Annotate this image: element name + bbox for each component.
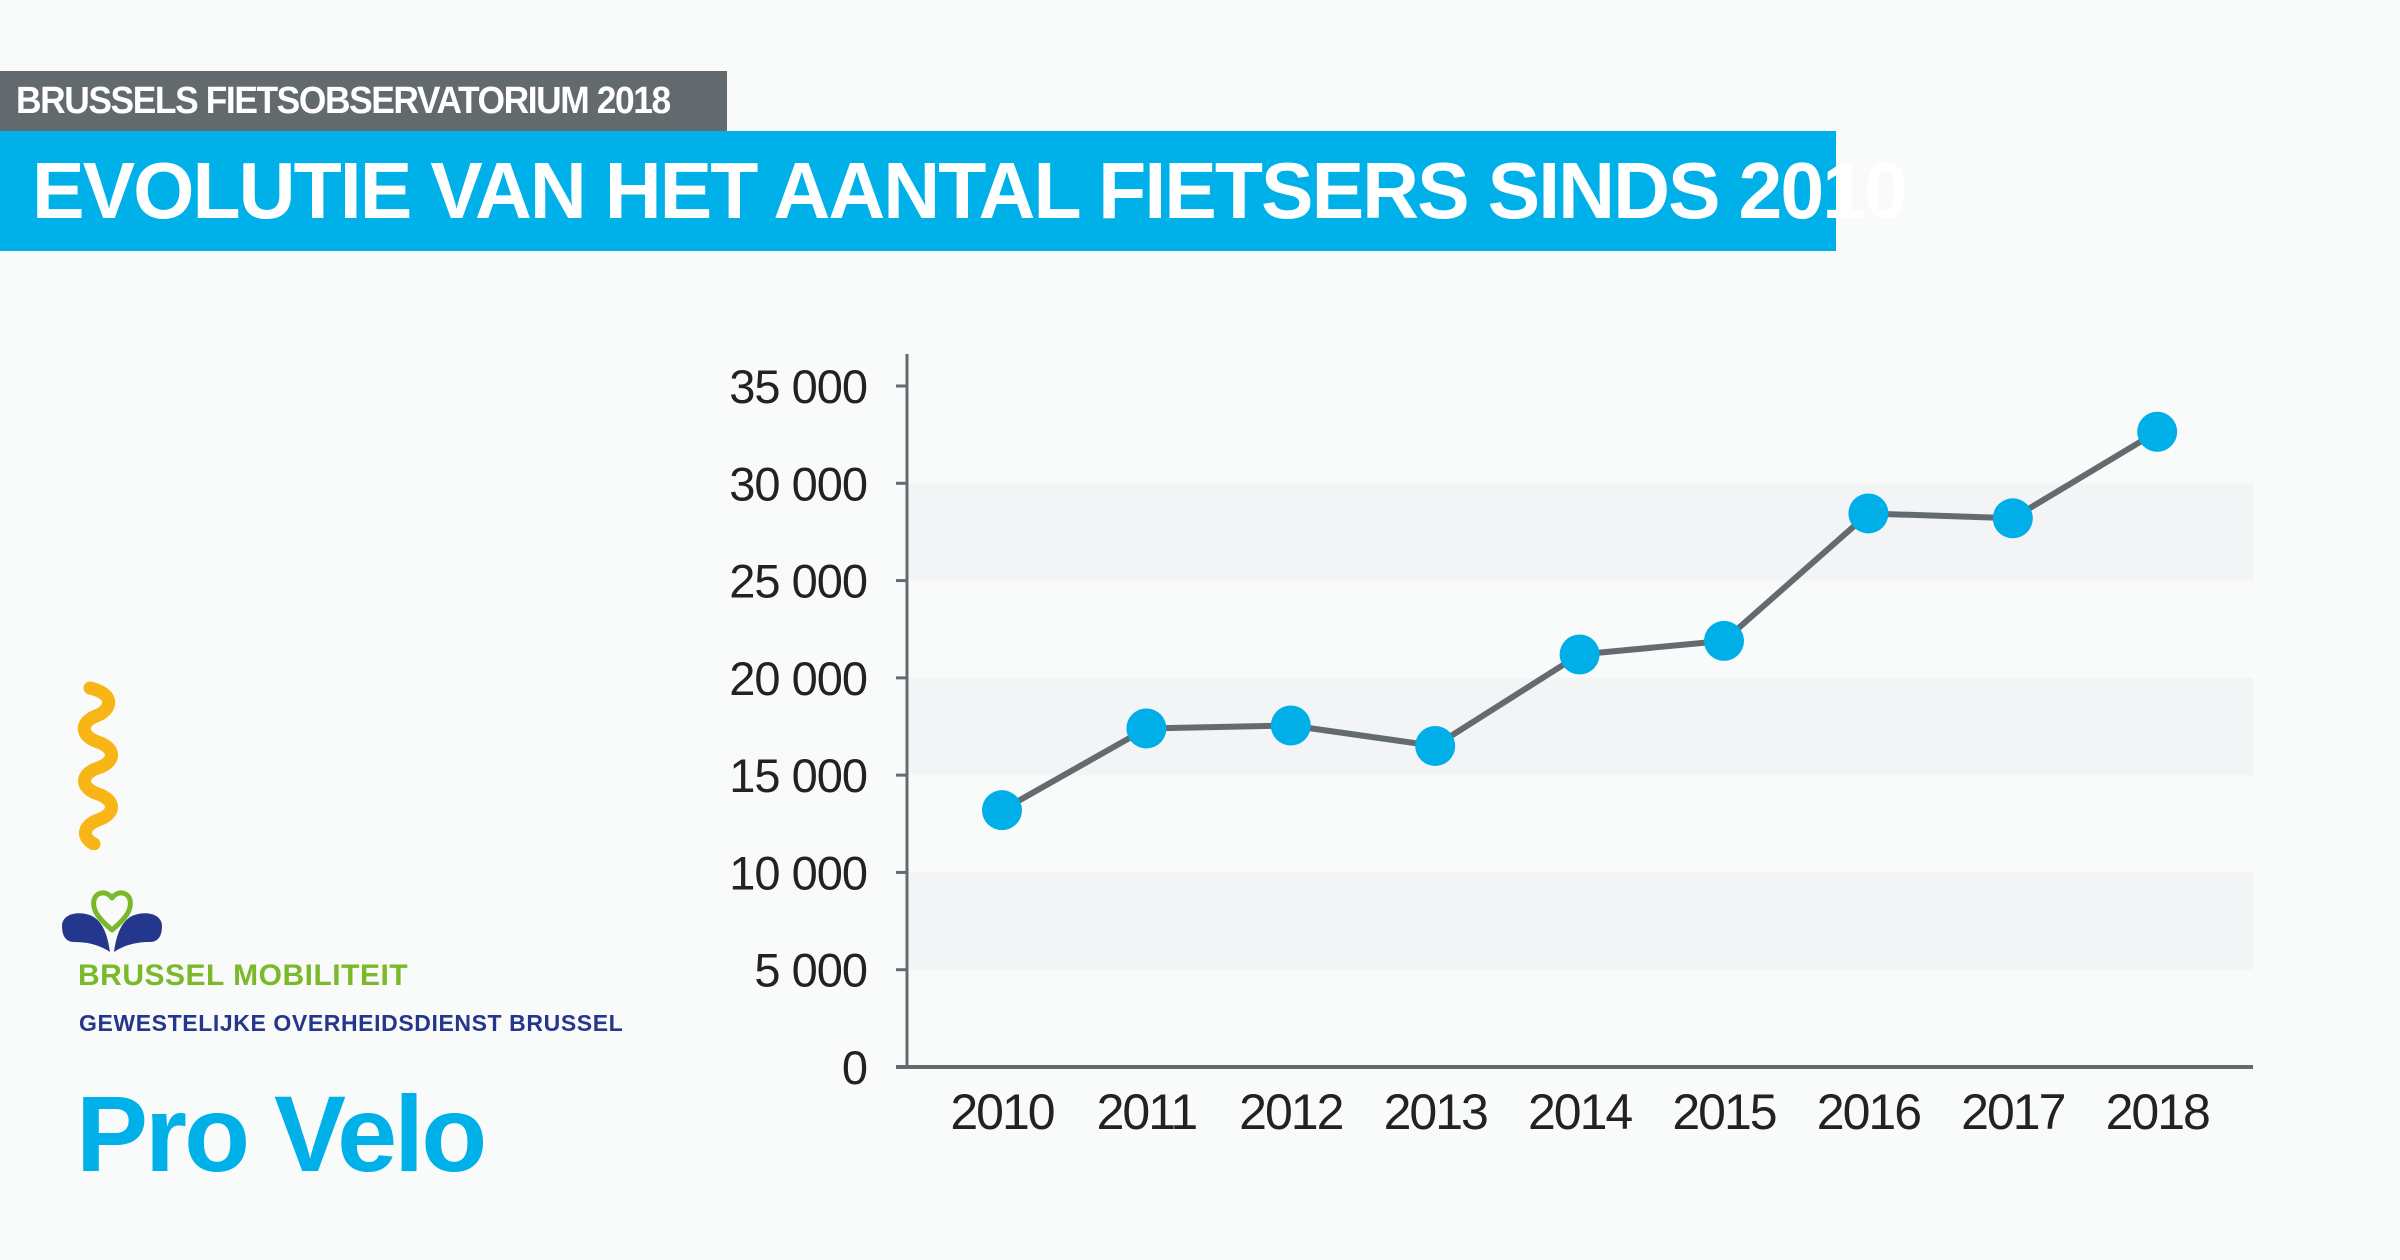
y-tick-label: 30 000 bbox=[729, 457, 867, 510]
y-tick-label: 20 000 bbox=[729, 652, 867, 705]
data-point bbox=[1270, 705, 1311, 746]
brussels-region-logo-icon bbox=[77, 681, 118, 850]
background-band bbox=[907, 483, 2253, 581]
x-tick-label: 2018 bbox=[2106, 1084, 2209, 1140]
y-tick-label: 0 bbox=[842, 1041, 867, 1094]
y-tick-label: 35 000 bbox=[729, 360, 867, 413]
axes bbox=[896, 354, 2253, 1069]
x-tick-label: 2010 bbox=[950, 1084, 1053, 1140]
y-tick-label: 25 000 bbox=[729, 555, 867, 608]
data-point bbox=[1559, 634, 1600, 675]
kicker-text: BRUSSELS FIETSOBSERVATORIUM 2018 bbox=[16, 80, 671, 122]
x-tick-label: 2016 bbox=[1817, 1084, 1920, 1140]
data-point bbox=[2137, 411, 2178, 452]
y-tick-label: 5 000 bbox=[754, 944, 867, 997]
brussel-mobiliteit-logo-icon bbox=[62, 890, 162, 952]
y-tick-label: 15 000 bbox=[729, 749, 867, 802]
y-ticks: 0 5 000 10 000 15 000 20 000 25 000 30 000 35 0… bbox=[729, 360, 907, 1094]
y-tick-label: 10 000 bbox=[729, 846, 867, 899]
kicker-band: BRUSSELS FIETSOBSERVATORIUM 2018 bbox=[0, 71, 727, 131]
x-tick-label: 2017 bbox=[1961, 1084, 2064, 1140]
x-tick-label: 2013 bbox=[1384, 1084, 1487, 1140]
x-ticks: 2010 2011 2012 2013 2014 2015 2016 2017 2018 bbox=[950, 1084, 2211, 1140]
data-point bbox=[1992, 498, 2033, 539]
background-bands bbox=[907, 483, 2253, 970]
data-point bbox=[1415, 725, 1456, 766]
page-title: EVOLUTIE VAN HET AANTAL FIETSERS SINDS 2… bbox=[32, 146, 1908, 235]
x-tick-label: 2014 bbox=[1528, 1084, 1632, 1140]
title-band: EVOLUTIE VAN HET AANTAL FIETSERS SINDS 2… bbox=[0, 131, 1908, 251]
background-band bbox=[907, 677, 2253, 776]
x-tick-label: 2012 bbox=[1239, 1084, 1342, 1140]
brussel-mobiliteit-logo-text: BRUSSEL MOBILITEIT bbox=[78, 959, 409, 992]
x-tick-label: 2015 bbox=[1672, 1084, 1775, 1140]
markers bbox=[982, 411, 2178, 831]
pro-velo-logo: Pro Velo bbox=[76, 1073, 487, 1194]
data-point bbox=[1126, 708, 1167, 749]
gob-logo-text: GEWESTELIJKE OVERHEIDSDIENST BRUSSEL bbox=[79, 1010, 624, 1036]
x-tick-label: 2011 bbox=[1097, 1084, 1197, 1140]
background-band bbox=[907, 872, 2253, 970]
data-point bbox=[1848, 493, 1889, 534]
data-point bbox=[1704, 620, 1744, 661]
data-point bbox=[982, 790, 1022, 831]
